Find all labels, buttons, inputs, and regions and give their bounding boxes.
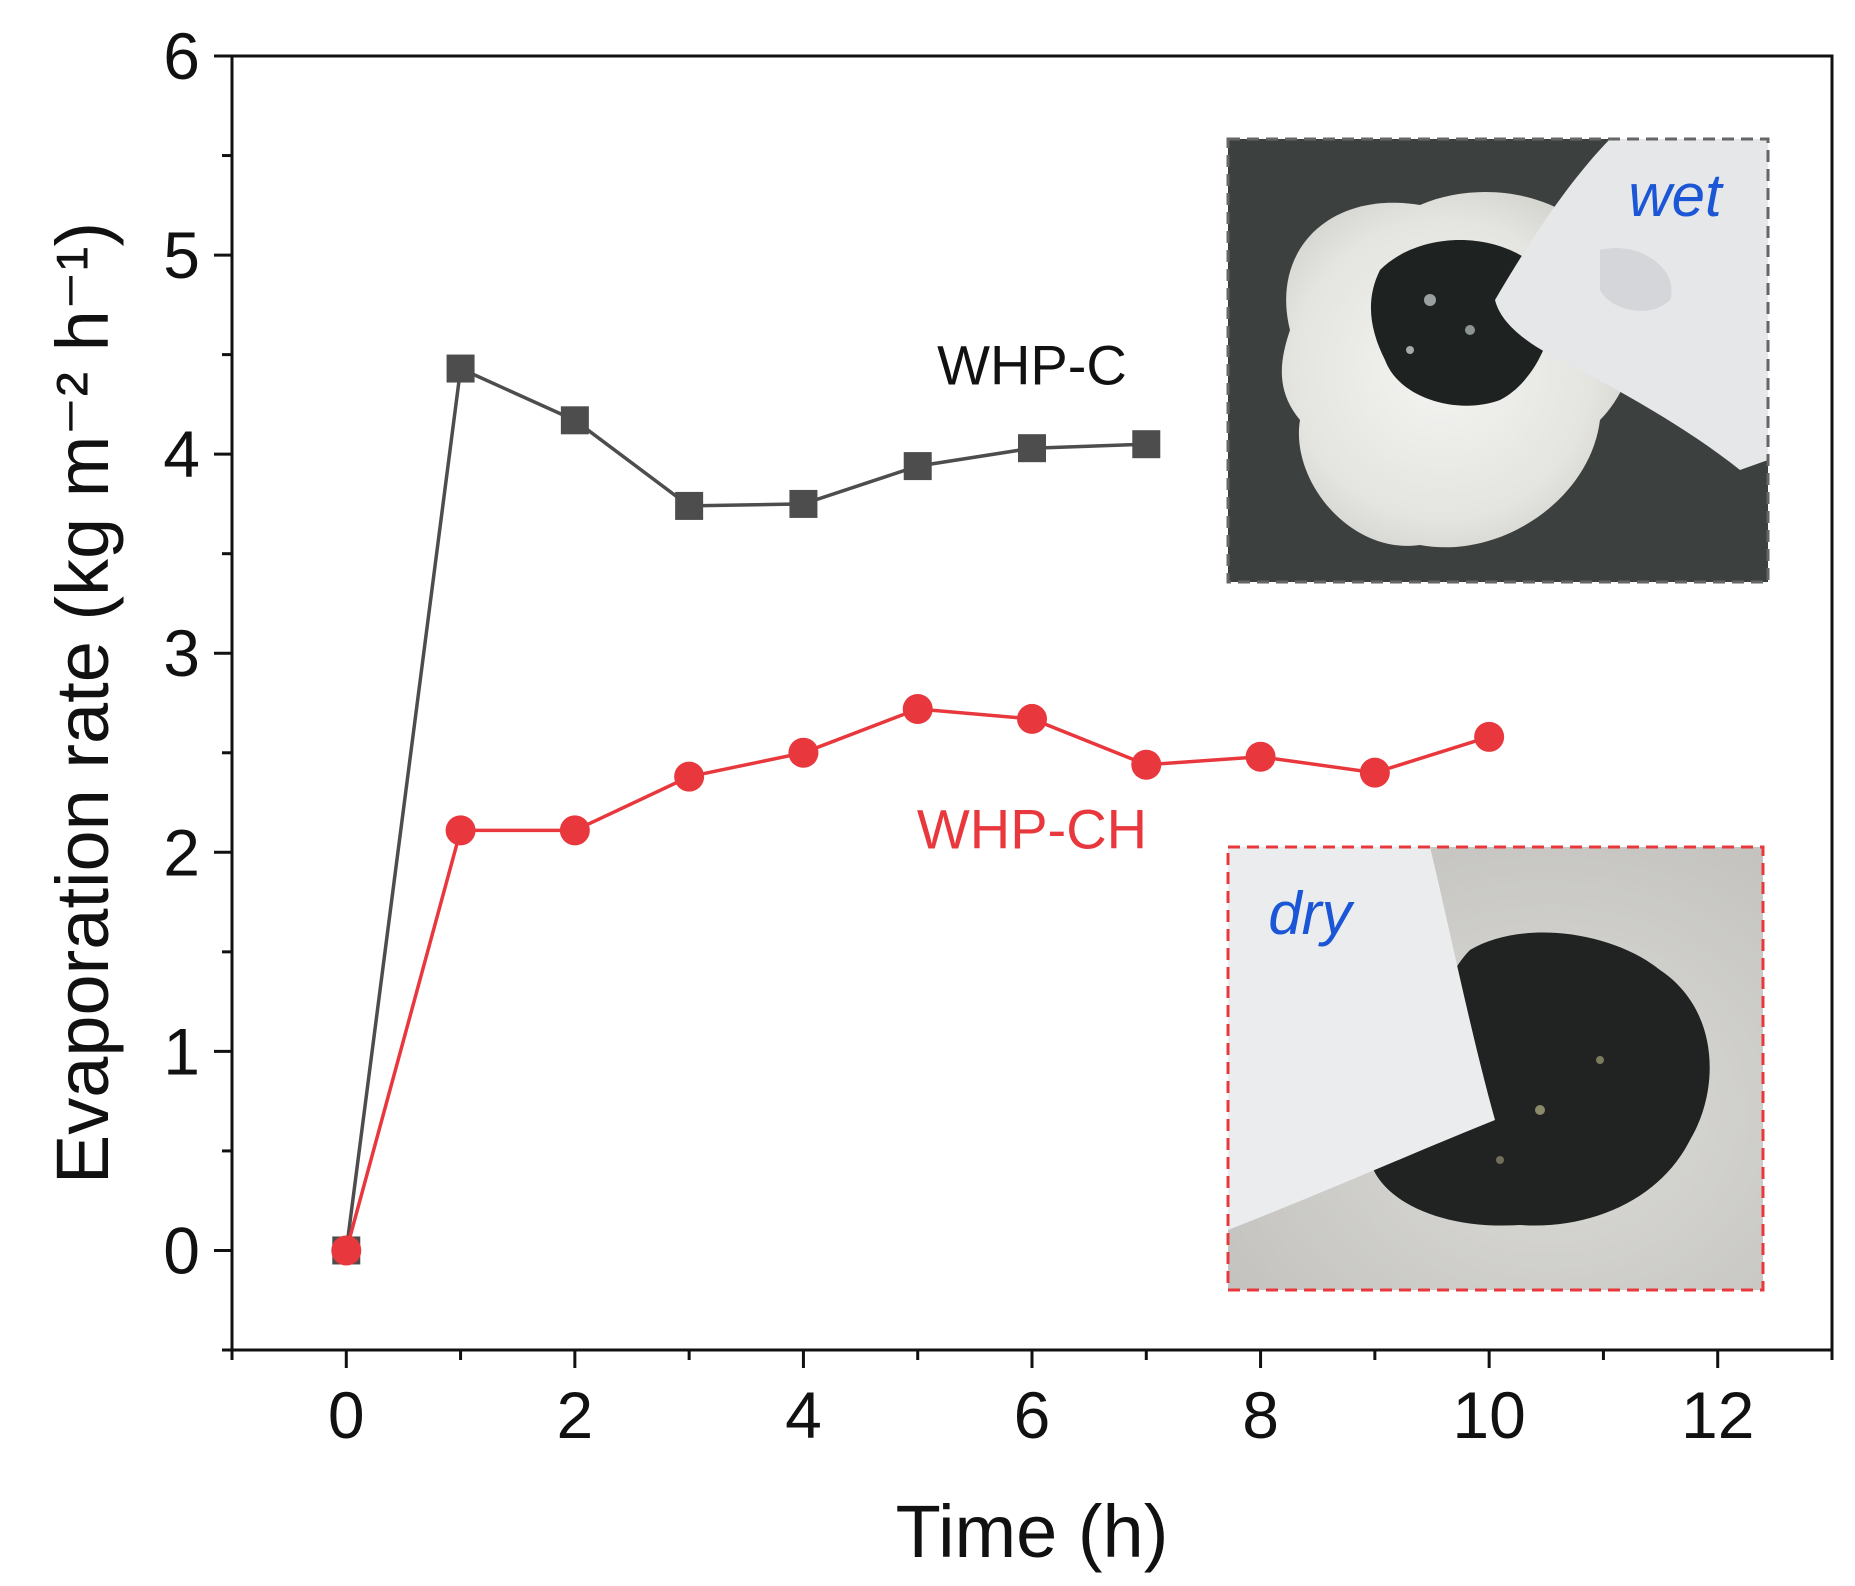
y-tick-label: 4 (163, 417, 200, 491)
y-axis-label: Evaporation rate (kg m⁻² h⁻¹) (41, 222, 124, 1184)
y-tick-label: 3 (163, 616, 200, 690)
x-tick-label: 2 (556, 1378, 593, 1452)
x-tick-label: 12 (1681, 1378, 1754, 1452)
series-label-whp-ch: WHP-CH (917, 797, 1147, 860)
series-labels: WHP-C WHP-CH (917, 334, 1147, 861)
data-point (1132, 430, 1161, 459)
data-point (1245, 741, 1276, 772)
data-point (1131, 749, 1162, 780)
data-point (1474, 721, 1505, 752)
x-tick-label: 0 (328, 1378, 365, 1452)
inset-dry (1226, 845, 1765, 1292)
series-label-whp-c: WHP-C (937, 334, 1127, 397)
x-tick-label: 4 (785, 1378, 822, 1452)
x-tick-label: 10 (1452, 1378, 1525, 1452)
y-tick-label: 6 (163, 19, 200, 93)
y-tick-label: 5 (163, 218, 200, 292)
y-tick-label: 2 (163, 815, 200, 889)
data-point (1359, 757, 1390, 788)
x-axis-label: Time (h) (896, 1490, 1169, 1573)
x-axis-ticks: 0 2 4 6 8 10 12 (230, 1350, 1834, 1452)
data-point (1017, 703, 1047, 734)
y-tick-label: 0 (163, 1213, 200, 1287)
y-tick-label: 1 (163, 1014, 200, 1088)
inset-dry-label: dry (1268, 880, 1355, 947)
data-point (446, 354, 475, 383)
data-point (902, 693, 933, 724)
data-point (903, 452, 932, 481)
data-point (675, 491, 704, 520)
data-point (559, 815, 590, 846)
x-tick-label: 8 (1242, 1378, 1279, 1452)
data-point (560, 406, 589, 435)
data-point (788, 737, 819, 768)
inset-wet (1226, 137, 1770, 584)
inset-wet-photo (1228, 139, 1768, 582)
series-line (344, 366, 1147, 1251)
data-point (674, 761, 705, 792)
series-whp-ch (331, 693, 1505, 1266)
data-point (331, 1235, 362, 1266)
inset-dry-photo (1228, 847, 1763, 1290)
data-point (1018, 434, 1046, 463)
x-tick-label: 6 (1014, 1378, 1051, 1452)
y-axis-ticks: 0 1 2 3 4 5 6 (163, 19, 232, 1352)
data-point (445, 815, 476, 846)
inset-wet-label: wet (1628, 162, 1724, 229)
series-layer (331, 354, 1505, 1266)
data-point (789, 489, 818, 518)
